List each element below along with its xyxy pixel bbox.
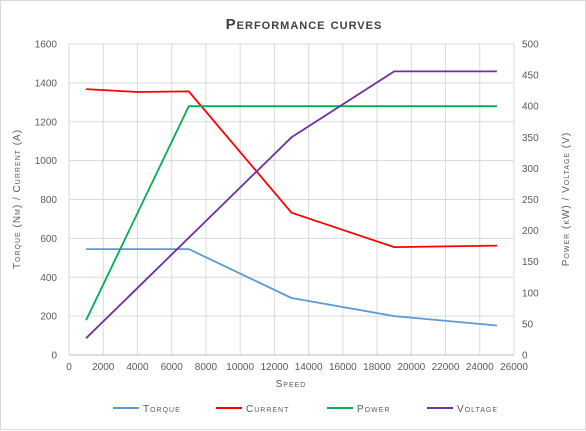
x-tick-label: 26000 — [500, 362, 528, 373]
series-line-current — [86, 88, 497, 249]
x-tick-label: 18000 — [363, 362, 391, 373]
series-line-torque — [86, 248, 497, 327]
y-tick-label: 0 — [51, 351, 57, 362]
x-axis-title: Speed — [276, 379, 307, 390]
y-tick-label: 1200 — [35, 117, 58, 128]
chart-title: Performance curves — [226, 16, 383, 33]
y2-tick-label: 500 — [522, 40, 539, 51]
legend-label-power: Power — [357, 404, 390, 415]
y2-tick-label: 0 — [522, 351, 528, 362]
y2-tick-label: 450 — [522, 71, 539, 82]
x-tick-label: 10000 — [226, 362, 254, 373]
x-tick-label: 20000 — [397, 362, 425, 373]
y-axis-title: Torque (Nm) / Current (A) — [12, 129, 23, 269]
x-tick-label: 8000 — [195, 362, 218, 373]
y2-tick-label: 200 — [522, 226, 539, 237]
legend-label-current: Current — [246, 404, 289, 415]
legend: Torque Current Power Voltage — [113, 404, 498, 415]
x-tick-label: 0 — [66, 362, 72, 373]
y2-tick-label: 100 — [522, 288, 539, 299]
y2-tick-label: 50 — [522, 319, 534, 330]
grid-lines — [68, 43, 515, 356]
y2-tick-label: 350 — [522, 133, 539, 144]
y2-tick-label: 400 — [522, 102, 539, 113]
axes: 0 2000 4000 6000 8000 10000 12000 14000 16000 180… — [35, 40, 539, 374]
x-tick-label: 4000 — [126, 362, 149, 373]
series-line-voltage — [85, 70, 497, 339]
y-tick-label: 800 — [40, 195, 57, 206]
legend-label-torque: Torque — [143, 404, 181, 415]
y2-axis-title: Power (kW) / Voltage (V) — [561, 132, 572, 266]
y-tick-label: 1000 — [35, 156, 58, 167]
y-tick-label: 1400 — [35, 78, 58, 89]
y2-tick-label: 300 — [522, 164, 539, 175]
x-tick-label: 24000 — [466, 362, 494, 373]
legend-label-voltage: Voltage — [457, 404, 498, 415]
x-tick-label: 14000 — [295, 362, 323, 373]
x-tick-label: 2000 — [92, 362, 115, 373]
y2-tick-label: 250 — [522, 195, 539, 206]
x-tick-label: 16000 — [329, 362, 357, 373]
series-lines — [85, 70, 497, 339]
x-tick-label: 6000 — [161, 362, 184, 373]
x-tick-label: 12000 — [260, 362, 288, 373]
y2-tick-label: 150 — [522, 257, 539, 268]
series-line-power — [85, 105, 497, 321]
y-tick-label: 400 — [40, 273, 57, 284]
x-tick-label: 22000 — [432, 362, 460, 373]
y-tick-label: 600 — [40, 234, 57, 245]
y-tick-label: 200 — [40, 312, 57, 323]
y-tick-label: 1600 — [35, 40, 58, 51]
